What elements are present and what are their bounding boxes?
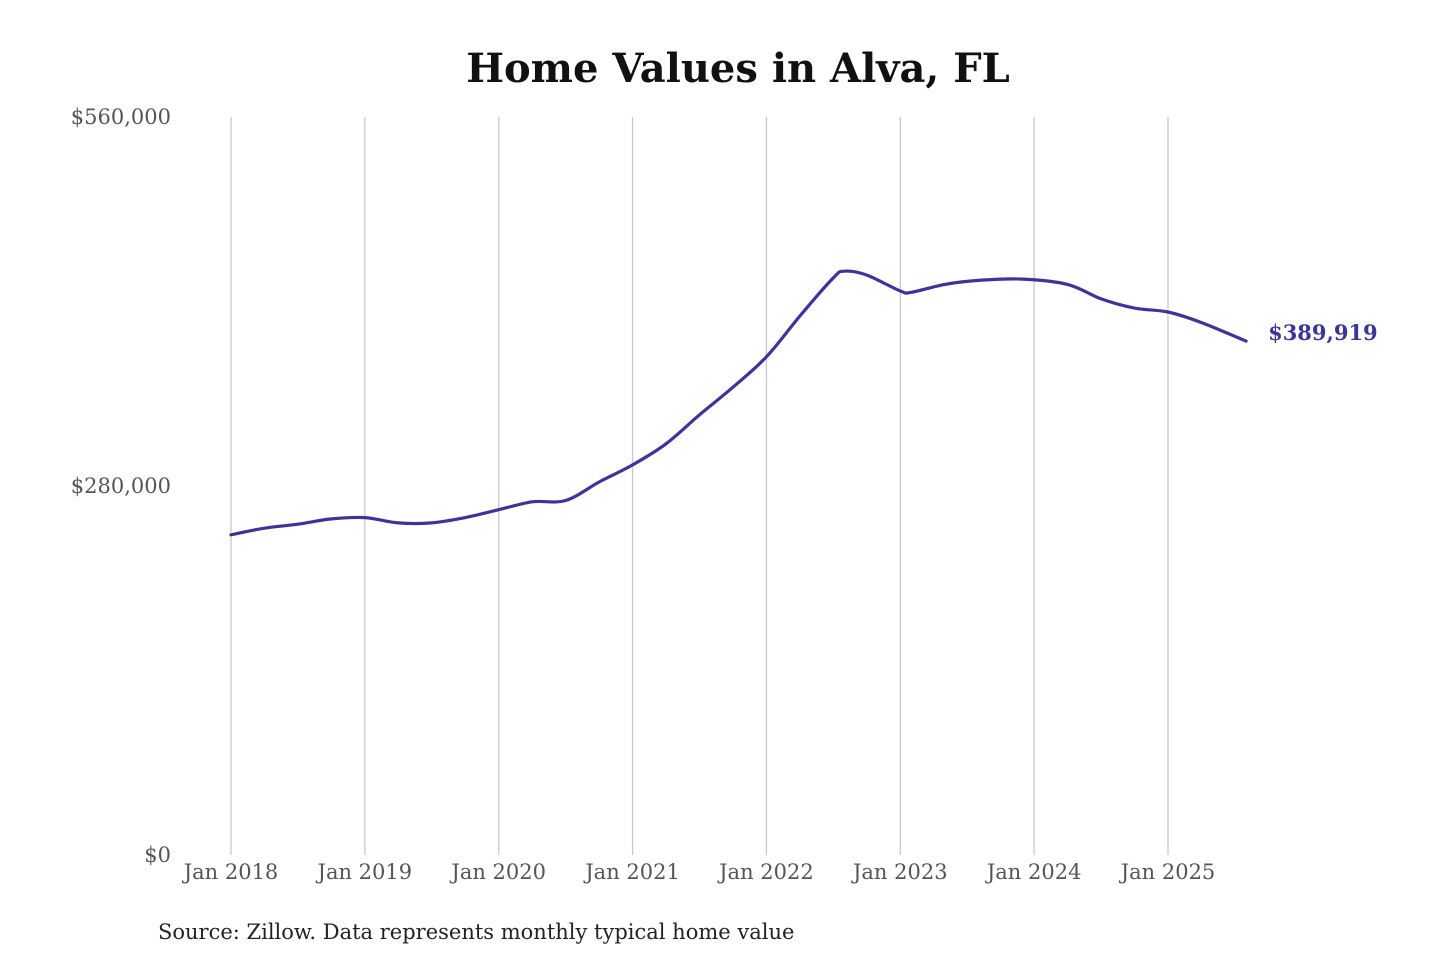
y-tick-label: $560,000 [71,105,171,129]
y-tick-label: $0 [144,843,171,867]
x-tick-label: Jan 2020 [449,860,546,884]
x-tick-label: Jan 2018 [182,860,279,884]
chart-title: Home Values in Alva, FL [466,45,1010,92]
x-tick-label: Jan 2024 [985,860,1082,884]
x-tick-label: Jan 2025 [1119,860,1216,884]
grid-lines [230,117,1169,855]
source-note: Source: Zillow. Data represents monthly … [158,920,794,944]
x-tick-label: Jan 2021 [583,860,680,884]
y-tick-label: $280,000 [71,474,171,498]
x-axis-ticks: Jan 2018 Jan 2019 Jan 2020 Jan 2021 Jan 2022… [182,860,1216,884]
x-tick-label: Jan 2022 [717,860,814,884]
end-value-label: $389,919 [1268,320,1378,345]
x-tick-label: Jan 2019 [316,860,413,884]
y-axis-ticks: $0 $280,000 $560,000 [71,105,171,867]
series-line [229,269,1248,537]
x-tick-label: Jan 2023 [851,860,948,884]
